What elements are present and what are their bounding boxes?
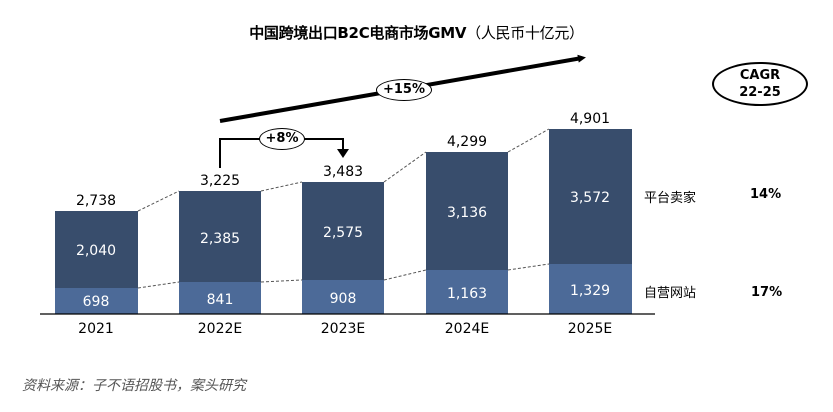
bar-2025e	[549, 129, 632, 314]
chart-title-main: 中国跨境出口B2C电商市场GMV	[249, 24, 467, 42]
value-label: 908	[330, 291, 357, 307]
bracket-arrowhead-icon	[337, 149, 349, 158]
bar-2023e	[302, 182, 384, 314]
total-label: 2,738	[76, 193, 116, 209]
total-label: 4,901	[570, 111, 610, 127]
x-tick-label: 2021	[78, 321, 114, 337]
bar-2021	[55, 211, 138, 314]
value-label: 2,385	[200, 231, 240, 247]
x-tick-label: 2024E	[445, 321, 489, 337]
source-note: 资料来源：子不语招股书，案头研究	[22, 378, 246, 394]
value-label: 698	[83, 294, 110, 310]
chart-title: 中国跨境出口B2C电商市场GMV（人民币十亿元）	[0, 22, 833, 43]
bar-2022e	[179, 191, 261, 314]
x-tick-label: 2022E	[198, 321, 242, 337]
cagr-header-line2: 22-25	[739, 85, 781, 100]
value-label: 841	[207, 292, 234, 308]
total-label: 4,299	[447, 134, 487, 150]
chart-title-unit: （人民币十亿元）	[466, 24, 584, 42]
overall-growth-badge: +15%	[376, 79, 432, 101]
cagr-header-line1: CAGR	[739, 68, 781, 83]
total-label: 3,225	[200, 173, 240, 189]
value-label: 2,575	[323, 225, 363, 241]
bar-2024e	[426, 152, 508, 314]
cagr-own-websites: 17%	[751, 285, 783, 300]
value-label: 3,572	[570, 190, 610, 206]
legend-own-websites: 自营网站	[644, 286, 697, 301]
value-label: 3,136	[447, 205, 487, 221]
value-label: 2,040	[76, 243, 116, 259]
connector-lines	[137, 128, 550, 289]
total-label: 3,483	[323, 164, 363, 180]
legend-platform-sellers: 平台卖家	[644, 191, 697, 206]
cagr-header: CAGR 22-25	[712, 62, 808, 106]
value-label: 1,329	[570, 283, 610, 299]
x-tick-label: 2025E	[568, 321, 612, 337]
yoy-growth-badge: +8%	[259, 128, 305, 150]
value-label: 1,163	[447, 286, 487, 302]
x-tick-label: 2023E	[321, 321, 365, 337]
cagr-platform-sellers: 14%	[750, 187, 782, 202]
